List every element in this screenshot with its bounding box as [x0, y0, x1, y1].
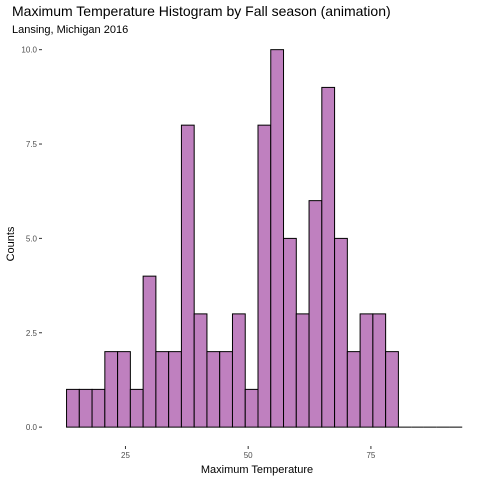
histogram-bar — [385, 351, 399, 428]
y-tick-label: 2.5 — [26, 329, 38, 338]
histogram-bar — [231, 313, 246, 428]
x-tick-label: 25 — [121, 451, 130, 460]
x-tick-label: 75 — [366, 451, 375, 460]
histogram-bar — [334, 237, 348, 428]
chart-title: Maximum Temperature Histogram by Fall se… — [12, 3, 391, 19]
x-tick-label: 50 — [244, 451, 253, 460]
histogram-bar — [219, 351, 233, 428]
histogram-bar — [257, 124, 272, 428]
histogram-bar — [142, 275, 157, 428]
histogram-bar — [295, 313, 310, 428]
y-tick-label: 0.0 — [26, 423, 38, 432]
histogram-bar — [155, 351, 170, 428]
histogram-bar — [180, 124, 195, 428]
histogram-bar — [206, 351, 221, 428]
histogram-bar — [66, 388, 80, 428]
histogram-bar — [321, 86, 336, 428]
histogram-bar — [193, 313, 208, 428]
y-tick-label: 5.0 — [26, 234, 38, 243]
histogram-bar — [78, 388, 93, 428]
x-axis-label: Maximum Temperature — [201, 464, 313, 476]
histogram-bar — [168, 351, 182, 428]
histogram-bar — [372, 313, 387, 428]
histogram-bar — [104, 351, 119, 428]
histogram-bar — [359, 313, 374, 428]
y-tick-label: 7.5 — [26, 140, 38, 149]
histogram-bar — [91, 388, 106, 428]
y-axis-label: Counts — [5, 226, 17, 261]
y-tick-label: 10.0 — [21, 46, 37, 55]
histogram-bar — [346, 351, 361, 428]
histogram-bar — [129, 388, 144, 428]
histogram-bar — [117, 351, 131, 428]
bars — [66, 49, 463, 428]
histogram-bar — [270, 49, 285, 428]
histogram-bar — [244, 388, 259, 428]
x-axis: 25 50 75 — [121, 446, 376, 460]
histogram-bar — [283, 237, 297, 428]
chart-subtitle: Lansing, Michigan 2016 — [12, 24, 128, 36]
y-axis: 0.0 2.5 5.0 7.5 10.0 — [21, 46, 42, 432]
histogram-bar — [308, 200, 323, 428]
